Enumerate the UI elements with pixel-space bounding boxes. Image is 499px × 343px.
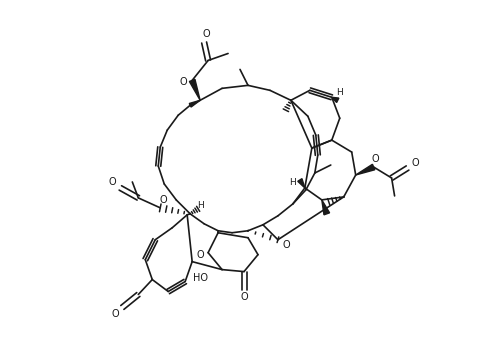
Polygon shape bbox=[298, 179, 305, 188]
Text: H: H bbox=[197, 201, 204, 210]
Text: O: O bbox=[109, 177, 116, 187]
Polygon shape bbox=[322, 200, 330, 215]
Text: HO: HO bbox=[193, 273, 208, 283]
Text: O: O bbox=[112, 309, 119, 319]
Text: O: O bbox=[240, 293, 248, 303]
Text: O: O bbox=[202, 28, 210, 38]
Polygon shape bbox=[189, 100, 200, 107]
Text: O: O bbox=[179, 78, 187, 87]
Text: O: O bbox=[282, 240, 290, 250]
Text: O: O bbox=[196, 250, 204, 260]
Text: O: O bbox=[412, 158, 419, 168]
Polygon shape bbox=[356, 164, 375, 175]
Polygon shape bbox=[190, 79, 200, 100]
Text: H: H bbox=[289, 178, 296, 188]
Text: H: H bbox=[336, 88, 343, 97]
Text: O: O bbox=[159, 195, 167, 205]
Text: O: O bbox=[372, 154, 379, 164]
Polygon shape bbox=[332, 97, 339, 103]
